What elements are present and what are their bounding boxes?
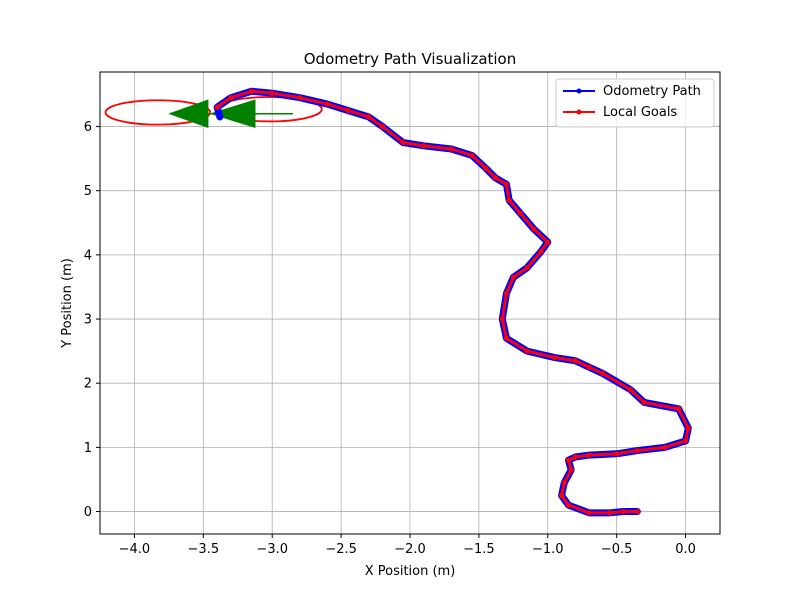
series-point-1 <box>620 508 627 515</box>
series-point-1 <box>565 457 572 463</box>
series-point-1 <box>572 358 578 364</box>
series-point-1 <box>676 406 682 412</box>
tick-layer: −4.0 −3.5 −3.0 −2.5 −2.0 −1.5 −1.0 −0.5 0.0 0 1 2 3 4… <box>84 120 696 557</box>
series-point-1 <box>600 370 606 377</box>
series-point-1 <box>503 335 510 341</box>
y-tick-label: 5 <box>84 184 92 199</box>
series-point-1 <box>552 354 558 361</box>
legend-marker-odometry <box>576 88 582 94</box>
series-point-1 <box>545 239 551 245</box>
series-point-0 <box>216 113 224 121</box>
series-point-1 <box>614 451 620 457</box>
x-tick-label: −2.0 <box>394 542 426 557</box>
series-point-1 <box>503 181 510 187</box>
y-tick-label: 3 <box>84 313 92 328</box>
series-point-1 <box>524 265 530 271</box>
series-point-1 <box>568 467 574 473</box>
orientation-arrow-head <box>209 99 256 129</box>
x-tick-label: −1.0 <box>532 542 564 557</box>
series-point-1 <box>503 290 510 296</box>
y-axis-label: Y Position (m) <box>60 258 75 349</box>
series-point-1 <box>634 447 640 454</box>
series-point-1 <box>499 316 505 322</box>
series-point-1 <box>607 510 613 516</box>
x-tick-label: −3.0 <box>256 542 288 557</box>
series-point-1 <box>586 510 592 516</box>
x-tick-label: −1.5 <box>463 542 495 557</box>
chart-title: Odometry Path Visualization <box>304 50 517 68</box>
x-tick-label: −4.0 <box>119 542 151 557</box>
series-point-1 <box>492 175 499 181</box>
series-point-1 <box>297 95 303 101</box>
x-axis-label: X Position (m) <box>365 564 456 579</box>
series-point-1 <box>641 399 647 406</box>
legend-box <box>555 78 715 128</box>
x-tick-label: −3.5 <box>188 542 220 557</box>
y-tick-label: 2 <box>84 377 92 392</box>
legend-marker-local-goals <box>576 109 582 115</box>
y-tick-label: 0 <box>84 505 92 520</box>
series-point-1 <box>685 425 691 431</box>
y-tick-label: 1 <box>84 441 92 456</box>
series-point-1 <box>448 146 454 152</box>
series-point-1 <box>324 101 330 107</box>
x-tick-label: −0.5 <box>601 542 633 557</box>
orientation-arrow-head <box>168 99 209 129</box>
series-point-1 <box>483 165 489 171</box>
series-point-1 <box>634 508 640 515</box>
series-point-1 <box>469 152 475 159</box>
series-point-1 <box>586 364 592 370</box>
series-point-1 <box>565 502 572 508</box>
series-point-1 <box>345 107 351 114</box>
series-point-1 <box>662 444 668 450</box>
series-line-1 <box>215 89 690 515</box>
series-point-1 <box>524 348 530 354</box>
series-line-0 <box>213 87 692 517</box>
grid-layer <box>100 72 720 534</box>
series-point-1 <box>400 139 406 146</box>
series-point-1 <box>228 95 234 101</box>
series-point-1 <box>366 114 372 120</box>
series-point-1 <box>506 197 512 203</box>
series-point-1 <box>572 454 578 460</box>
series-point-1 <box>214 104 220 110</box>
legend-label-odometry: Odometry Path <box>603 84 701 99</box>
series-point-1 <box>379 123 386 130</box>
x-tick-label: 0.0 <box>675 542 696 557</box>
series-point-1 <box>269 90 275 96</box>
series-point-1 <box>682 438 689 444</box>
ellipse-layer <box>104 96 323 126</box>
legend: Odometry Path Local Goals <box>555 78 715 128</box>
y-tick-label: 6 <box>84 120 92 135</box>
series-point-1 <box>586 452 592 458</box>
series-point-1 <box>531 226 537 232</box>
y-tick-label: 4 <box>84 248 92 263</box>
goal-ellipse <box>104 99 212 126</box>
series-layer <box>213 87 692 517</box>
series-point-1 <box>627 387 634 393</box>
series-point-1 <box>517 210 523 216</box>
x-tick-label: −2.5 <box>325 542 357 557</box>
series-point-1 <box>510 274 516 280</box>
legend-label-local-goals: Local Goals <box>603 105 677 120</box>
series-point-1 <box>248 88 255 94</box>
series-point-1 <box>561 480 567 486</box>
series-point-1 <box>558 492 565 499</box>
arrow-layer <box>168 99 293 129</box>
series-point-1 <box>421 143 427 149</box>
series-point-1 <box>538 249 544 255</box>
